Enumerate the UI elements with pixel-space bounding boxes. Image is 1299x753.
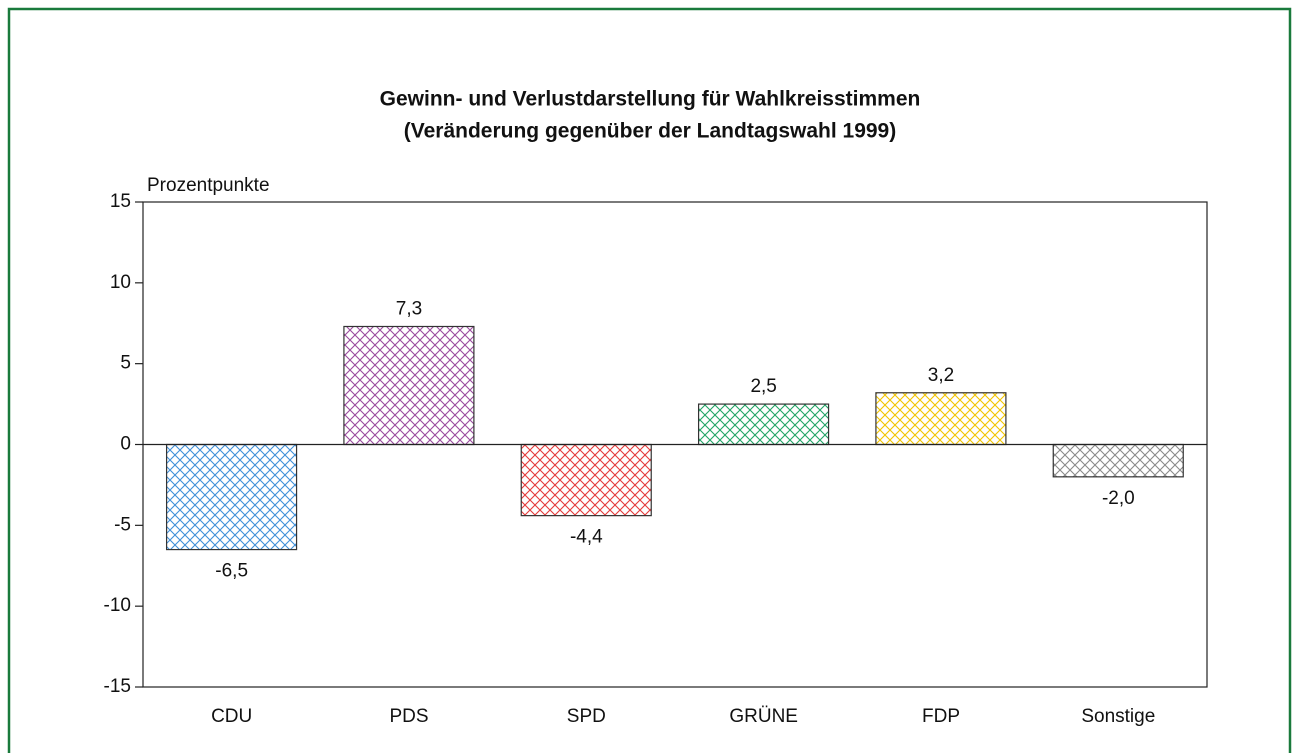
y-tick-label: -15 [104, 676, 131, 697]
chart-subtitle: (Veränderung gegenüber der Landtagswahl … [404, 120, 896, 143]
bar [1052, 443, 1184, 478]
data-label: -4,4 [570, 527, 603, 548]
bar [697, 403, 830, 446]
frame [7, 7, 1292, 753]
bar [875, 392, 1007, 446]
bar [520, 443, 652, 517]
x-tick-label: FDP [922, 706, 960, 727]
y-tick-label: 10 [110, 272, 131, 293]
chart-title: Gewinn- und Verlustdarstellung für Wahlk… [380, 88, 921, 111]
y-tick-label: 0 [120, 434, 131, 455]
data-label: -2,0 [1102, 488, 1135, 509]
x-tick-label: CDU [211, 706, 252, 727]
y-axis-label: Prozentpunkte [147, 175, 270, 196]
bar [343, 325, 475, 446]
bar [165, 443, 298, 551]
y-tick-label: -10 [104, 595, 131, 616]
y-tick-label: 15 [110, 191, 131, 212]
x-tick-label: SPD [567, 706, 606, 727]
data-label: 2,5 [750, 376, 776, 397]
x-tick-label: Sonstige [1081, 706, 1155, 727]
data-label: 7,3 [396, 298, 422, 319]
y-tick-label: 5 [120, 353, 131, 374]
x-tick-label: PDS [389, 706, 428, 727]
data-label: -6,5 [215, 561, 248, 582]
y-tick-label: -5 [114, 514, 131, 535]
data-label: 3,2 [928, 365, 954, 386]
x-tick-label: GRÜNE [729, 706, 798, 727]
